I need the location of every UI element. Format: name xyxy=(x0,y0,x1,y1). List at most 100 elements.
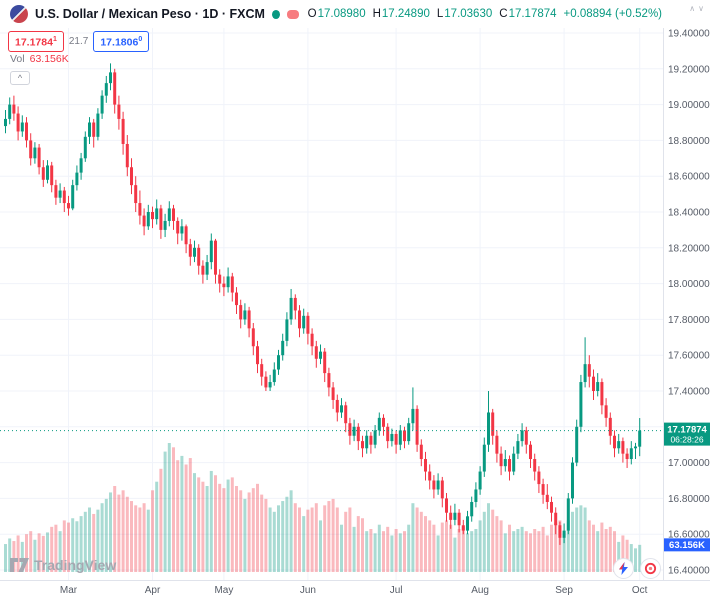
volume-label: Vol xyxy=(10,53,25,65)
instant-trading-button[interactable] xyxy=(613,558,634,579)
candle-body xyxy=(319,351,322,359)
volume-bar xyxy=(58,531,62,572)
y-axis-label: 18.40000 xyxy=(668,208,710,219)
candle-body xyxy=(562,530,566,538)
candle-body xyxy=(142,215,146,227)
volume-bar xyxy=(478,520,482,572)
candle-body xyxy=(226,276,230,288)
last-price-badge xyxy=(664,422,710,446)
candle-body xyxy=(445,498,448,513)
axis-borders xyxy=(0,28,710,581)
candle-body xyxy=(33,147,37,159)
close-label: C xyxy=(499,8,508,20)
candle-body xyxy=(373,430,377,445)
candle-body xyxy=(146,212,150,227)
candle-body xyxy=(117,104,121,119)
candle-body xyxy=(432,480,436,490)
volume-bar xyxy=(537,531,541,572)
volume-axis-badge-value: 63.156K xyxy=(669,540,705,551)
volume-bar xyxy=(398,533,402,572)
time-scale[interactable]: Mar Apr May Jun Jul Aug Sep Oct xyxy=(60,585,648,596)
candle-body xyxy=(193,247,196,257)
volume-bar xyxy=(83,511,87,572)
y-axis-label: 17.60000 xyxy=(668,351,710,362)
scale-down-arrow-icon[interactable]: ∨ xyxy=(698,4,704,13)
volume-bar xyxy=(445,520,448,572)
buy-button[interactable]: 17.18060 xyxy=(93,31,150,52)
volume-bar xyxy=(365,531,369,572)
volume-bar xyxy=(491,509,495,572)
volume-bar xyxy=(344,511,348,572)
candle-body xyxy=(209,240,213,263)
volume-bar xyxy=(121,490,125,572)
volume-bar xyxy=(184,464,188,572)
symbol-flag-icon[interactable] xyxy=(10,5,28,23)
candle-body xyxy=(79,158,83,173)
scale-up-arrow-icon[interactable]: ∧ xyxy=(689,4,696,13)
candle-body xyxy=(352,426,356,436)
candle-body xyxy=(235,292,238,306)
candle-body xyxy=(516,441,520,454)
volume-bar xyxy=(587,520,591,572)
volume-bar xyxy=(625,539,629,572)
candle-body xyxy=(621,441,625,454)
candle-body xyxy=(8,104,12,119)
volume-bar xyxy=(562,533,566,572)
candle-body xyxy=(130,167,133,186)
price-scale[interactable]: 19.40000 19.20000 19.00000 18.80000 18.60000… xyxy=(668,29,710,577)
candle-body xyxy=(436,480,440,490)
volume-bar xyxy=(323,505,327,572)
volume-bar xyxy=(361,518,364,572)
volume-bar xyxy=(302,516,306,572)
candle-body xyxy=(205,262,209,275)
candle-body xyxy=(403,430,406,442)
volume-bar xyxy=(411,503,415,572)
volume-bar xyxy=(495,516,499,572)
volume-bar xyxy=(621,535,625,572)
legend-toggle-icon[interactable] xyxy=(287,9,299,19)
candle-body xyxy=(449,512,453,520)
candle-body xyxy=(533,459,537,472)
candle-body xyxy=(386,426,390,442)
quick-menu-button[interactable] xyxy=(640,558,661,579)
volume-bar xyxy=(113,486,117,572)
x-axis-label: Mar xyxy=(60,585,78,596)
target-icon xyxy=(644,562,657,575)
volume-bar xyxy=(314,503,318,572)
collapse-legend-button[interactable]: ^ xyxy=(10,71,30,85)
symbol-title[interactable]: U.S. Dollar / Mexican Peso · 1D · FXCM xyxy=(35,7,265,21)
volume-bar xyxy=(348,507,352,572)
volume-bar xyxy=(88,507,91,572)
volume-bar xyxy=(243,498,247,572)
candle-body xyxy=(571,462,574,499)
tradingview-watermark[interactable]: TradingView xyxy=(10,557,116,573)
candle-body xyxy=(172,208,175,221)
candle-body xyxy=(457,512,461,526)
volume-bar xyxy=(382,531,385,572)
close-pair: C 17.17874 xyxy=(499,8,556,20)
volume-bar xyxy=(46,532,49,572)
open-label: O xyxy=(307,8,317,20)
candle-body xyxy=(331,387,335,400)
volume-bar xyxy=(201,481,205,572)
source-dot-icon[interactable] xyxy=(271,9,280,19)
candle-body xyxy=(634,446,637,449)
volume-bar xyxy=(403,531,406,572)
volume-bar xyxy=(109,492,112,572)
candle-body xyxy=(277,355,280,370)
volume-bar xyxy=(260,494,264,572)
chart-corner-buttons xyxy=(613,558,661,579)
volume-bar xyxy=(638,544,642,572)
volume-bar xyxy=(394,529,398,572)
sell-button[interactable]: 17.17841 xyxy=(8,31,64,52)
candle-body xyxy=(499,453,503,467)
volume-bar xyxy=(457,529,461,572)
candle-body xyxy=(356,426,360,442)
candle-body xyxy=(167,208,171,221)
candle-body xyxy=(125,143,129,168)
candle-body xyxy=(629,448,633,460)
candle-body xyxy=(285,319,289,341)
x-axis-label: Sep xyxy=(555,585,573,596)
candle-body xyxy=(260,364,264,377)
